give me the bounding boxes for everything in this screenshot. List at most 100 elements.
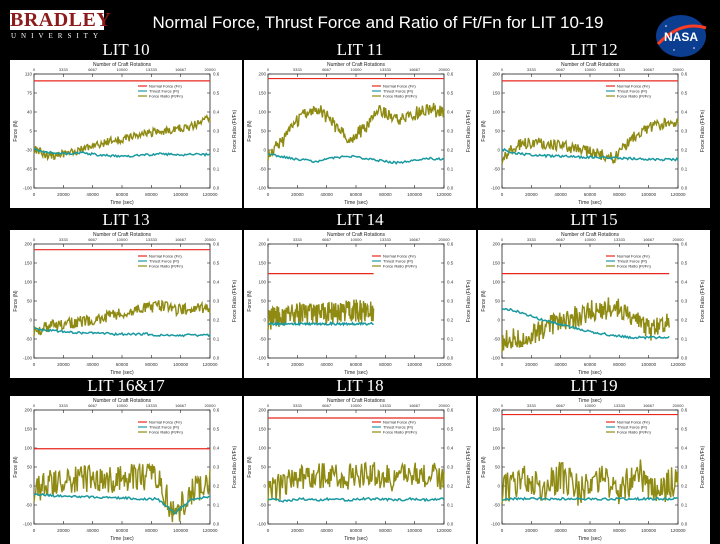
- y2-axis-title: Force Ratio (Ft/Fn): [232, 280, 238, 323]
- x-tick-label: 100000: [173, 192, 189, 197]
- thrust-series-line: [267, 320, 374, 327]
- legend-entry: Thrust Force (Ft): [149, 259, 180, 264]
- top-tick-label: 13333: [380, 403, 392, 408]
- y-tick-label: -50: [259, 503, 266, 508]
- x-tick-label: 100000: [173, 528, 189, 533]
- y2-axis-title: Force Ratio (Ft/Fn): [466, 280, 472, 323]
- y2-tick-label: 0.3: [447, 299, 454, 304]
- y2-tick-label: 0.5: [681, 91, 688, 96]
- top-axis-title: Number of Craft Rotations: [93, 398, 152, 404]
- top-tick-label: 0: [267, 237, 270, 242]
- top-tick-label: 6667: [322, 67, 332, 72]
- legend-entry: Force Ratio (Ft/Fn): [617, 94, 651, 99]
- y-tick-label: -50: [25, 503, 32, 508]
- legend-entry: Normal Force (Fn): [617, 254, 650, 259]
- x-axis-title: Time (sec): [344, 370, 368, 376]
- y-tick-label: 0: [497, 318, 500, 323]
- x-tick-label: 40000: [554, 192, 567, 197]
- x-axis-title: Time (sec): [578, 200, 602, 206]
- top-tick-label: 3333: [293, 237, 303, 242]
- x-tick-label: 20000: [525, 528, 538, 533]
- x-tick-label: 120000: [670, 528, 686, 533]
- y-tick-label: 100: [492, 280, 500, 285]
- x-tick-label: 120000: [202, 362, 218, 367]
- top-tick-label: 20000: [672, 403, 684, 408]
- y2-tick-label: 0.0: [447, 522, 454, 527]
- y-tick-label: -50: [25, 337, 32, 342]
- x-tick-label: 60000: [584, 362, 597, 367]
- y2-tick-label: 0.6: [681, 408, 688, 413]
- x-tick-label: 40000: [320, 362, 333, 367]
- y-tick-label: 200: [24, 408, 32, 413]
- legend-entry: Force Ratio (Ft/Fn): [383, 430, 417, 435]
- x-tick-label: 20000: [525, 192, 538, 197]
- top-tick-label: 13333: [146, 403, 158, 408]
- y-axis-title: Force (N): [13, 456, 19, 477]
- chart-svg: 0 0 20000 3333 40000 6667 60000 10000 80000 13333…: [244, 396, 476, 544]
- top-tick-label: 10000: [116, 403, 128, 408]
- x-tick-label: 100000: [641, 192, 657, 197]
- legend-entry: Normal Force (Fn): [149, 420, 182, 425]
- y-axis-title: Force (N): [481, 290, 487, 311]
- x-axis-title: Time (sec): [578, 370, 602, 376]
- x-axis-title: Time (sec): [110, 200, 134, 206]
- top-tick-label: 6667: [322, 403, 332, 408]
- top-tick-label: 3333: [59, 403, 69, 408]
- y2-tick-label: 0.0: [213, 522, 220, 527]
- y-tick-label: 40: [27, 110, 33, 115]
- legend-entry: Thrust Force (Ft): [383, 89, 414, 94]
- thrust-series-line: [501, 147, 679, 162]
- x-tick-label: 20000: [291, 362, 304, 367]
- chart-label: LIT 15: [570, 210, 618, 229]
- top-tick-label: 0: [33, 403, 36, 408]
- y2-tick-label: 0.2: [447, 148, 454, 153]
- x-tick-label: 40000: [320, 528, 333, 533]
- top-tick-label: 13333: [614, 67, 626, 72]
- y2-axis-title: Force Ratio (Ft/Fn): [466, 110, 472, 153]
- y2-tick-label: 0.3: [213, 465, 220, 470]
- top-tick-label: 20000: [672, 237, 684, 242]
- y-tick-label: 200: [258, 72, 266, 77]
- y-tick-label: -100: [23, 522, 33, 527]
- y2-tick-label: 0.1: [681, 503, 688, 508]
- top-tick-label: 13333: [380, 237, 392, 242]
- top-tick-label: 13333: [614, 237, 626, 242]
- top-tick-label: 0: [501, 237, 504, 242]
- y-tick-label: 50: [495, 129, 501, 134]
- y-tick-label: 100: [258, 446, 266, 451]
- y2-tick-label: 0.4: [213, 110, 220, 115]
- top-tick-label: 20000: [204, 67, 216, 72]
- x-tick-label: 120000: [202, 528, 218, 533]
- top-axis-title: Number of Craft Rotations: [561, 232, 620, 238]
- y2-tick-label: 0.6: [681, 242, 688, 247]
- logo-sub: UNIVERSITY: [11, 32, 103, 40]
- chart-label: LIT 12: [570, 40, 618, 59]
- y2-axis-title: Force Ratio (Ft/Fn): [232, 110, 238, 153]
- x-tick-label: 100000: [173, 362, 189, 367]
- top-tick-label: 10000: [350, 237, 362, 242]
- top-tick-label: 0: [33, 67, 36, 72]
- top-tick-label: 6667: [88, 403, 98, 408]
- y2-tick-label: 0.6: [213, 242, 220, 247]
- top-tick-label: 16667: [409, 237, 421, 242]
- top-tick-label: 3333: [527, 403, 537, 408]
- y2-tick-label: 0.1: [213, 337, 220, 342]
- top-tick-label: 10000: [584, 237, 596, 242]
- y2-tick-label: 0.6: [681, 72, 688, 77]
- y-tick-label: 0: [263, 484, 266, 489]
- x-tick-label: 60000: [116, 192, 129, 197]
- y-tick-label: -50: [259, 337, 266, 342]
- y-tick-label: 150: [24, 427, 32, 432]
- y2-tick-label: 0.2: [213, 148, 220, 153]
- y-tick-label: 200: [258, 408, 266, 413]
- y2-axis-title: Force Ratio (Ft/Fn): [700, 110, 706, 153]
- y2-tick-label: 0.5: [213, 427, 220, 432]
- top-tick-label: 6667: [556, 237, 566, 242]
- top-tick-label: 16667: [643, 237, 655, 242]
- y-axis-title: Force (N): [481, 120, 487, 141]
- y-axis-title: Force (N): [13, 120, 19, 141]
- ratio-series-line: [267, 102, 445, 161]
- y2-tick-label: 0.5: [213, 91, 220, 96]
- y2-tick-label: 0.3: [213, 299, 220, 304]
- ratio-series-line: [33, 462, 211, 523]
